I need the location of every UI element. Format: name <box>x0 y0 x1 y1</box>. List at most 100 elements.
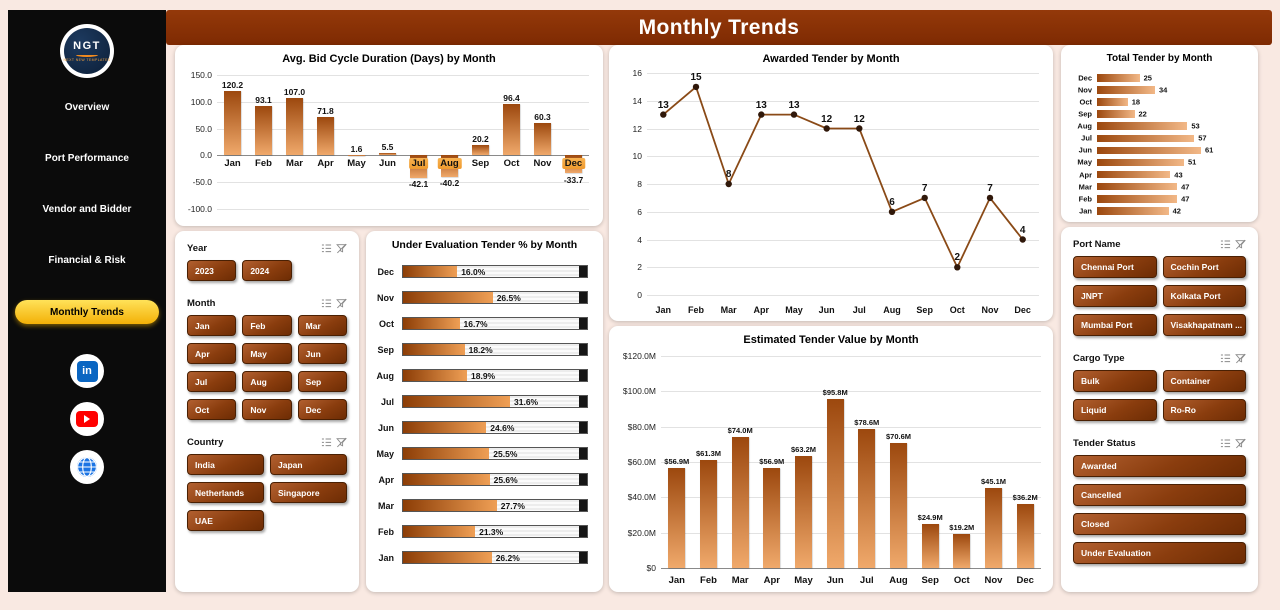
slicer-option-oct[interactable]: Oct <box>187 399 237 420</box>
slicer-option-nov[interactable]: Nov <box>242 399 292 420</box>
awarded-line-series[interactable] <box>609 45 1053 321</box>
slicer-option-under-evaluation[interactable]: Under Evaluation <box>1073 542 1246 564</box>
bar-mar[interactable] <box>1097 182 1178 191</box>
clear-filter-icon[interactable] <box>1235 353 1246 364</box>
bar-nov[interactable] <box>403 292 493 303</box>
bar-apr[interactable] <box>317 116 334 156</box>
bar-nov[interactable] <box>534 123 551 156</box>
sidebar-item-port-performance[interactable]: Port Performance <box>45 152 129 164</box>
linkedin-link[interactable]: in <box>70 354 104 388</box>
bar-feb[interactable] <box>403 526 476 537</box>
slicer-option-bulk[interactable]: Bulk <box>1073 370 1157 392</box>
bar-aug[interactable] <box>403 370 467 381</box>
slicer-option-2023[interactable]: 2023 <box>187 260 237 281</box>
slicer-option-jan[interactable]: Jan <box>187 315 237 336</box>
slicer-option-cochin-port[interactable]: Cochin Port <box>1162 256 1246 278</box>
bar-jun[interactable] <box>826 398 844 568</box>
bar-jun[interactable] <box>1097 146 1201 155</box>
bar-sep[interactable] <box>403 344 465 355</box>
bar-aug[interactable] <box>890 443 907 568</box>
bar-apr[interactable] <box>1097 170 1171 179</box>
slicer-option-aug[interactable]: Aug <box>242 371 292 392</box>
bar-sep[interactable] <box>921 524 939 568</box>
bar-mar[interactable] <box>731 437 749 568</box>
bar-dec[interactable] <box>1097 74 1140 82</box>
list-icon[interactable] <box>1220 239 1231 250</box>
bar-mar[interactable] <box>403 500 497 511</box>
clear-filter-icon[interactable] <box>336 298 347 309</box>
bar-apr[interactable] <box>763 467 781 568</box>
category-label-aug: Aug <box>376 370 395 381</box>
clear-filter-icon[interactable] <box>1235 438 1246 449</box>
bar-feb[interactable] <box>1097 195 1178 203</box>
bar-jul[interactable] <box>403 396 510 407</box>
bar-jan[interactable] <box>1097 207 1169 215</box>
bar-jan[interactable] <box>668 467 686 568</box>
slicer-option-japan[interactable]: Japan <box>270 454 347 475</box>
website-link[interactable] <box>70 450 104 484</box>
bar-oct[interactable] <box>953 534 971 568</box>
slicer-option-jnpt[interactable]: JNPT <box>1073 285 1157 307</box>
bar-jun[interactable] <box>403 422 487 433</box>
bar-feb[interactable] <box>700 459 717 568</box>
bar-may[interactable] <box>1097 158 1184 167</box>
slicer-option-mumbai-port[interactable]: Mumbai Port <box>1073 314 1157 336</box>
bar-jan[interactable] <box>403 552 492 563</box>
sidebar-item-overview[interactable]: Overview <box>64 101 110 113</box>
slicer-option-singapore[interactable]: Singapore <box>270 482 347 503</box>
bar-nov[interactable] <box>1097 86 1155 94</box>
list-icon[interactable] <box>321 243 332 254</box>
bar-may[interactable] <box>403 448 490 459</box>
slicer-option-mar[interactable]: Mar <box>297 315 347 336</box>
bar-dec[interactable] <box>403 266 458 277</box>
bar-sep[interactable] <box>1097 110 1135 118</box>
slicer-option-liquid[interactable]: Liquid <box>1073 399 1157 421</box>
bar-jan[interactable] <box>224 91 241 156</box>
slicer-option-ro-ro[interactable]: Ro-Ro <box>1162 399 1246 421</box>
bar-oct[interactable] <box>503 103 520 156</box>
slicer-option-jun[interactable]: Jun <box>297 343 347 364</box>
list-icon[interactable] <box>1220 353 1231 364</box>
bar-mar[interactable] <box>286 98 303 156</box>
slicer-option-may[interactable]: May <box>242 343 292 364</box>
bar-nov[interactable] <box>985 488 1002 568</box>
slicer-option-visakhapatnam[interactable]: Visakhapatnam ... <box>1162 314 1246 336</box>
slicer-option-jul[interactable]: Jul <box>187 371 237 392</box>
list-icon[interactable] <box>321 298 332 309</box>
youtube-link[interactable] <box>70 402 104 436</box>
slicer-option-awarded[interactable]: Awarded <box>1073 455 1246 477</box>
bar-may[interactable] <box>795 456 812 568</box>
clear-filter-icon[interactable] <box>1235 239 1246 250</box>
slicer-option-dec[interactable]: Dec <box>297 399 347 420</box>
slicer-option-netherlands[interactable]: Netherlands <box>187 482 264 503</box>
sidebar-item-financial-risk[interactable]: Financial & Risk <box>48 254 126 266</box>
slicer-option-uae[interactable]: UAE <box>187 510 264 531</box>
slicer-option-chennai-port[interactable]: Chennai Port <box>1073 256 1157 278</box>
list-icon[interactable] <box>1220 438 1231 449</box>
clear-filter-icon[interactable] <box>336 243 347 254</box>
slicer-option-closed[interactable]: Closed <box>1073 513 1246 535</box>
slicer-option-cancelled[interactable]: Cancelled <box>1073 484 1246 506</box>
bar-dec[interactable] <box>1016 504 1034 568</box>
bar-jul[interactable] <box>858 429 876 568</box>
bar-sep[interactable] <box>472 144 489 156</box>
slicer-option-container[interactable]: Container <box>1162 370 1246 392</box>
bar-apr[interactable] <box>403 474 490 485</box>
list-icon[interactable] <box>321 437 332 448</box>
slicer-option-apr[interactable]: Apr <box>187 343 237 364</box>
slicer-option-india[interactable]: India <box>187 454 264 475</box>
clear-filter-icon[interactable] <box>336 437 347 448</box>
bar-oct[interactable] <box>1097 98 1128 106</box>
slicer-option-kolkata-port[interactable]: Kolkata Port <box>1162 285 1246 307</box>
slicer-option-2024[interactable]: 2024 <box>242 260 292 281</box>
slicer-option-sep[interactable]: Sep <box>297 371 347 392</box>
bar-feb[interactable] <box>255 105 272 156</box>
sidebar-item-monthly-trends[interactable]: Monthly Trends <box>15 300 159 324</box>
bar-jun[interactable] <box>379 152 396 156</box>
bar-may[interactable] <box>348 154 365 156</box>
bar-oct[interactable] <box>403 318 460 329</box>
bar-jul[interactable] <box>1097 134 1195 142</box>
slicer-option-feb[interactable]: Feb <box>242 315 292 336</box>
bar-aug[interactable] <box>1097 122 1188 130</box>
sidebar-item-vendor-and-bidder[interactable]: Vendor and Bidder <box>42 203 132 215</box>
